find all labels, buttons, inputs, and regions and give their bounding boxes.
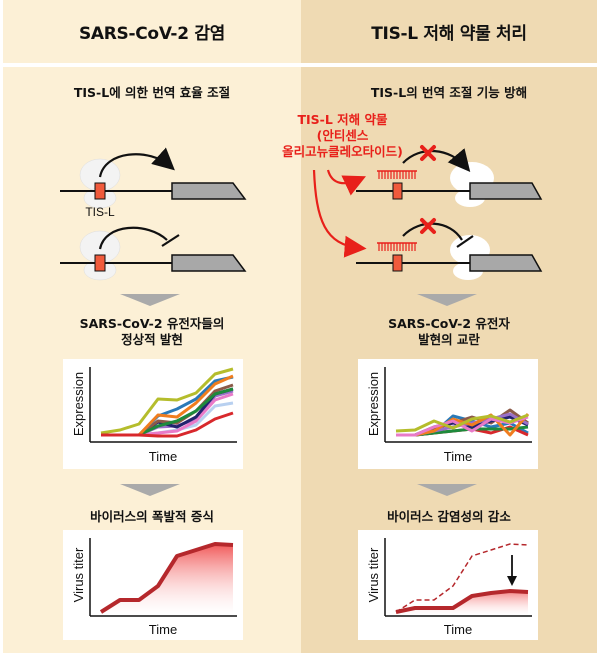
left-titer-ylabel: Virus titer: [71, 547, 86, 602]
down-arrow-icon: [507, 555, 517, 586]
right-section3-title: 바이러스 감염성의 감소: [387, 509, 511, 524]
right-expression-xlabel: Time: [444, 449, 472, 464]
right-header-title: TIS-L 저해 약물 처리: [371, 24, 527, 44]
drug-label-line3: 올리고뉴클레오타이드): [282, 144, 403, 159]
left-header-title: SARS-CoV-2 감염: [78, 24, 226, 44]
left-titer-chart: Virus titer Time: [63, 530, 243, 640]
untreated-dashed-line: [395, 543, 529, 613]
left-expression-chart: Expression Time: [63, 359, 243, 469]
left-header-panel: SARS-CoV-2 감염: [3, 0, 301, 63]
drug-label-line2: (안티센스: [316, 128, 369, 143]
right-expression-chart: Expression Time: [358, 359, 538, 469]
right-section2-line2: 발현의 교란: [418, 332, 480, 347]
right-titer-xlabel: Time: [444, 622, 472, 637]
left-expression-xlabel: Time: [149, 449, 177, 464]
left-section1-title: TIS-L에 의한 번역 효율 조절: [73, 85, 231, 100]
right-header-panel: TIS-L 저해 약물 처리: [301, 0, 597, 63]
right-section2-line1: SARS-CoV-2 유전자: [388, 316, 510, 331]
left-section2-line1: SARS-CoV-2 유전자들의: [79, 316, 225, 331]
left-expression-ylabel: Expression: [71, 372, 86, 436]
right-section1-title: TIS-L의 번역 조절 기능 방해: [370, 85, 528, 100]
left-section2-line2: 정상적 발현: [121, 332, 183, 347]
drug-label-line1: TIS-L 저해 약물: [297, 112, 388, 127]
left-section3-title: 바이러스의 폭발적 증식: [90, 509, 214, 524]
right-titer-ylabel: Virus titer: [366, 547, 381, 602]
right-section2-title: SARS-CoV-2 유전자 발현의 교란: [301, 316, 597, 348]
right-titer-chart: Virus titer Time: [358, 530, 538, 640]
left-section2-title: SARS-CoV-2 유전자들의 정상적 발현: [3, 316, 301, 348]
left-titer-xlabel: Time: [149, 622, 177, 637]
drug-label: TIS-L 저해 약물 (안티센스 올리고뉴클레오타이드): [255, 112, 430, 160]
right-expression-ylabel: Expression: [366, 372, 381, 436]
treated-line: [395, 589, 529, 614]
